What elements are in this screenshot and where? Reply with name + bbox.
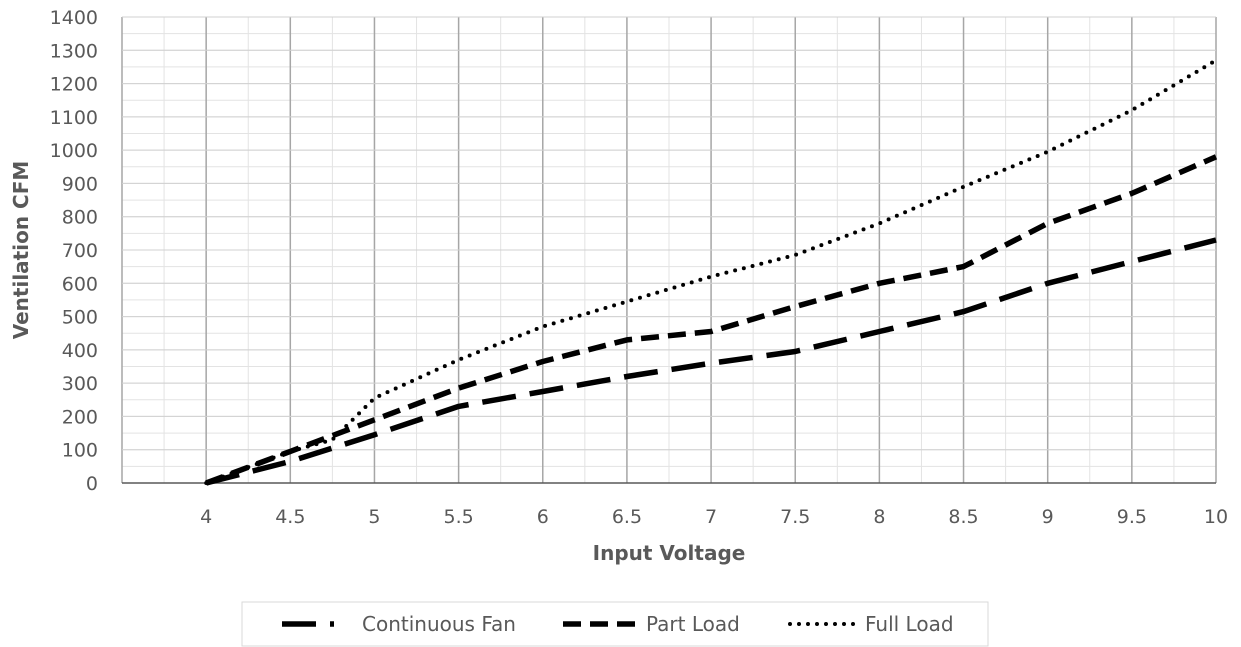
y-tick-label: 0 <box>86 473 98 495</box>
x-tick-label: 5.5 <box>444 506 474 528</box>
legend-label-part-load: Part Load <box>646 612 740 636</box>
series-line-part-load <box>205 154 1218 486</box>
y-tick-label: 900 <box>62 173 98 195</box>
series-lines <box>204 58 1218 486</box>
x-tick-label: 8 <box>873 506 885 528</box>
y-tick-label: 500 <box>62 307 98 329</box>
x-tick-label: 4 <box>200 506 212 528</box>
x-axis-title: Input Voltage <box>593 541 746 565</box>
y-tick-label: 1400 <box>50 7 98 29</box>
y-tick-label: 200 <box>62 406 98 428</box>
y-tick-label: 1100 <box>50 107 98 129</box>
y-tick-label: 1300 <box>50 40 98 62</box>
legend-label-full-load: Full Load <box>865 612 954 636</box>
y-tick-label: 600 <box>62 273 98 295</box>
x-tick-label: 10 <box>1204 506 1228 528</box>
x-tick-label: 9.5 <box>1117 506 1147 528</box>
y-tick-label: 700 <box>62 240 98 262</box>
x-tick-label: 7.5 <box>780 506 810 528</box>
x-tick-label: 7 <box>705 506 717 528</box>
x-tick-label: 5 <box>368 506 380 528</box>
x-tick-label: 6.5 <box>612 506 642 528</box>
y-tick-label: 1000 <box>50 140 98 162</box>
x-axis-tick-labels: 4 4.5 5 5.5 6 6.5 7 7.5 8 8.5 9 9.5 10 <box>200 506 1228 528</box>
series-line-continuous-fan <box>205 237 1217 486</box>
x-tick-label: 6 <box>537 506 549 528</box>
legend-box <box>241 601 989 647</box>
legend: Continuous Fan Part Load Full Load <box>241 601 989 647</box>
y-tick-label: 400 <box>62 340 98 362</box>
y-tick-label: 300 <box>62 373 98 395</box>
y-tick-label: 1200 <box>50 74 98 96</box>
legend-label-continuous-fan: Continuous Fan <box>362 612 516 636</box>
series-line-full-load <box>204 58 1218 485</box>
x-tick-label: 8.5 <box>948 506 978 528</box>
y-tick-label: 100 <box>62 440 98 462</box>
y-tick-label: 800 <box>62 207 98 229</box>
x-tick-label: 9 <box>1042 506 1054 528</box>
y-axis-tick-labels: 0 100 200 300 400 500 600 700 800 900 1000 1100 1200… <box>50 7 98 495</box>
x-tick-label: 4.5 <box>275 506 305 528</box>
y-axis-title: Ventilation CFM <box>9 161 33 340</box>
